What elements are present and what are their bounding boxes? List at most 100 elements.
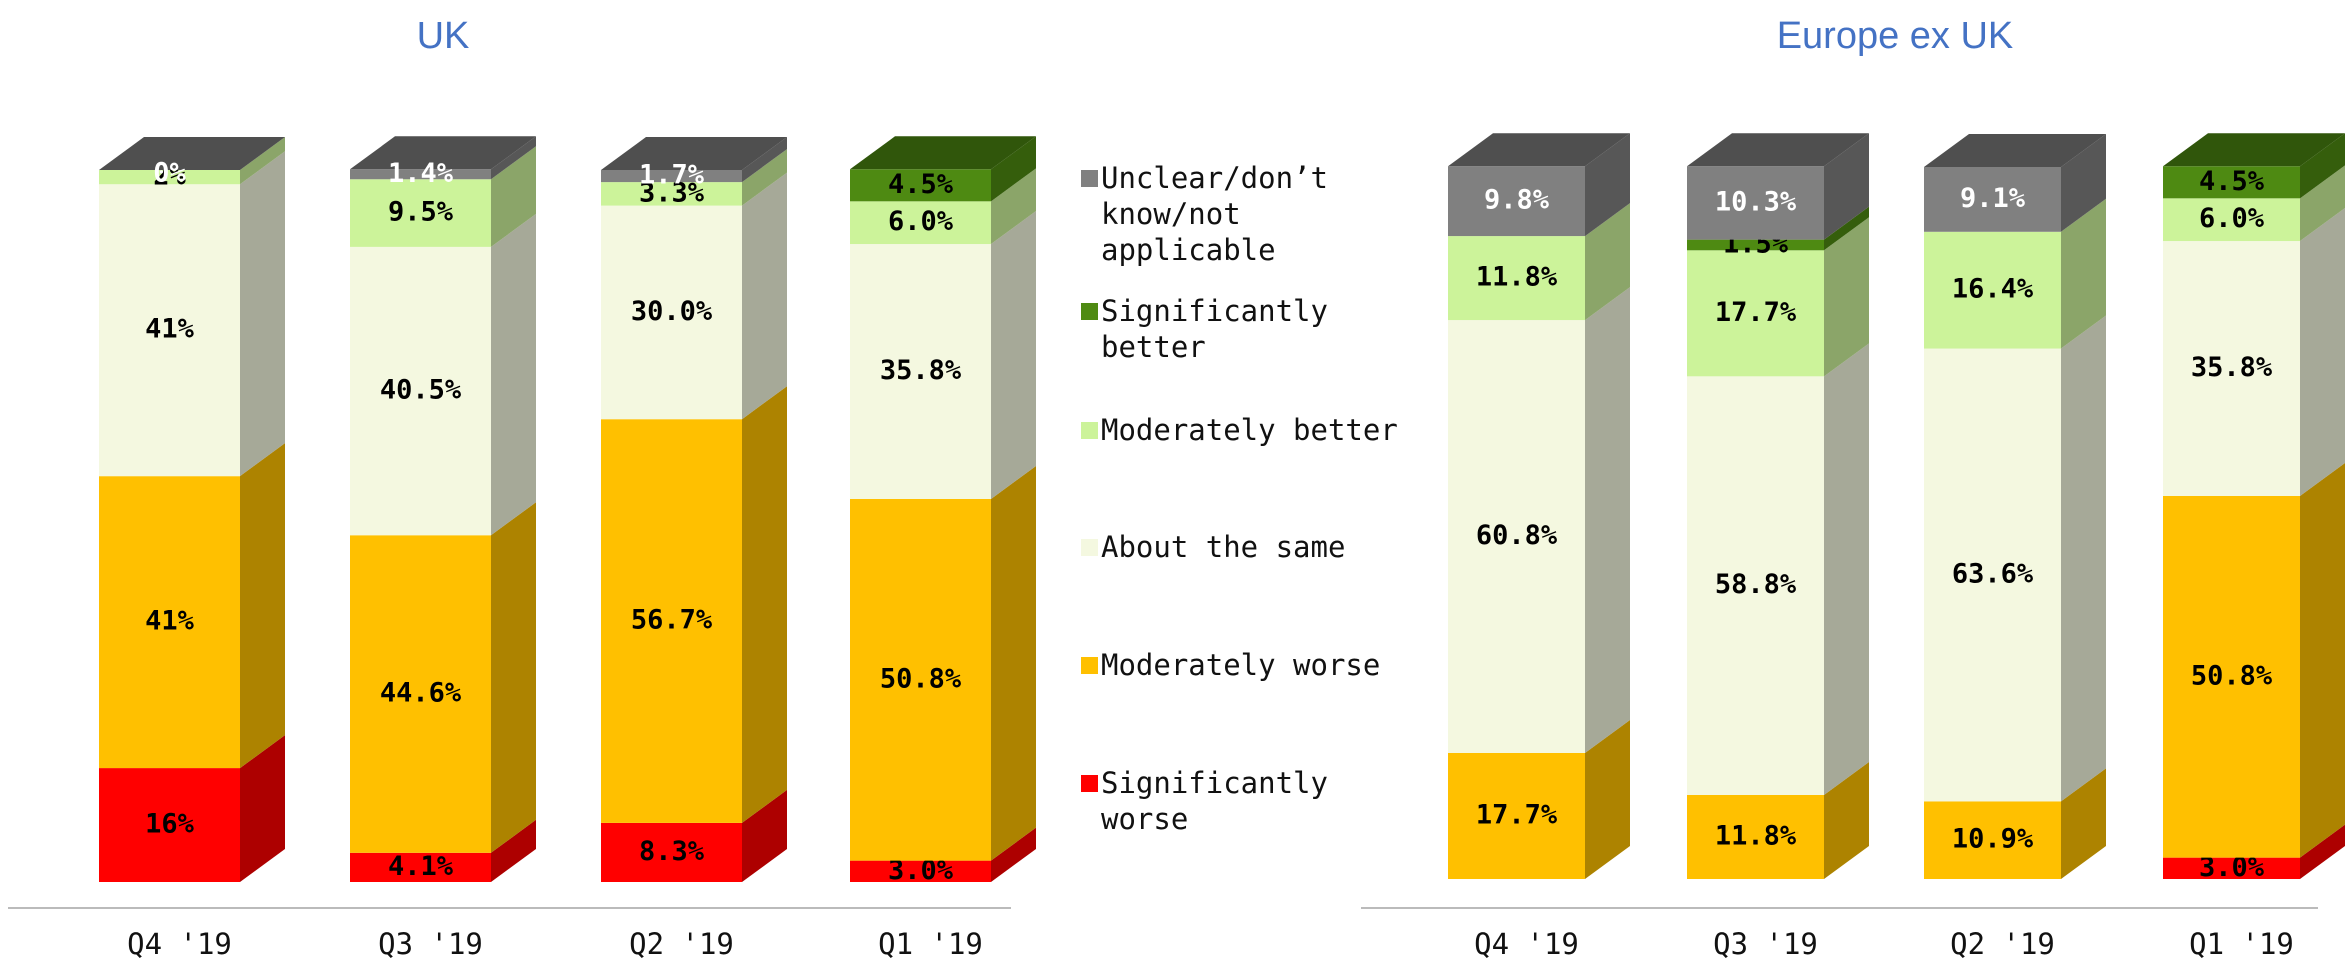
bar-side [1824, 217, 1869, 377]
data-label: 44.6% [380, 678, 462, 709]
bar-segment [601, 182, 742, 206]
bar-segment [1687, 794, 1824, 879]
x-tick-label: Q3 '19 [1713, 927, 1818, 961]
bar-top [2163, 133, 2345, 167]
bar-side [991, 827, 1036, 882]
data-label: 56.7% [631, 605, 713, 636]
bar-side [491, 136, 536, 180]
legend-swatch [1081, 170, 1098, 187]
bar-segment [350, 535, 491, 853]
legend-label: Moderately worse [1101, 648, 1381, 682]
bar-side [1585, 203, 1630, 321]
bar-segment [1687, 250, 1824, 377]
bar-top [601, 137, 787, 170]
legend-swatch [1081, 539, 1098, 556]
bar-segment [350, 179, 491, 247]
bar-side [2061, 134, 2106, 232]
bar-top [1448, 133, 1630, 167]
bar-side [1585, 133, 1630, 237]
bar-side [742, 149, 787, 206]
data-label: 10.9% [1952, 824, 2034, 855]
bar-segment [350, 852, 491, 882]
data-label: 9.1% [1960, 183, 2026, 214]
data-label: 8.3% [639, 836, 705, 867]
bar-segment [1924, 167, 2061, 232]
data-label: 16% [145, 809, 195, 840]
bar-top [99, 137, 285, 170]
legend-label: Moderately better [1101, 413, 1398, 447]
bar-side [491, 213, 536, 536]
bar-side [742, 172, 787, 420]
bar-side [2300, 133, 2345, 199]
data-label: 1.7% [639, 160, 705, 191]
data-label: 41% [145, 314, 195, 345]
data-label: 60.8% [1476, 520, 1558, 551]
data-label: 10.3% [1715, 186, 1797, 217]
data-label: 6.0% [2199, 203, 2265, 234]
bar-segment [2163, 495, 2300, 858]
legend-label: Unclear/don’t know/not applicable [1101, 161, 1328, 267]
bar-side [1585, 719, 1630, 879]
bar-top [350, 136, 536, 170]
data-label: 30.0% [631, 296, 713, 327]
bar-segment [2163, 241, 2300, 496]
bar-side [2300, 165, 2345, 242]
data-label: 63.6% [1952, 558, 2034, 589]
data-label: 17.7% [1476, 799, 1558, 830]
bar-side [240, 137, 285, 185]
bar-side [240, 443, 285, 769]
bar-segment [1687, 376, 1824, 795]
x-tick-label: Q1 '19 [2189, 927, 2294, 961]
bar-side [991, 465, 1036, 861]
data-label: 35.8% [880, 355, 962, 386]
data-label: 50.8% [2191, 660, 2273, 691]
legend-swatch [1081, 775, 1098, 792]
legend-label: Significantly better [1101, 294, 1328, 364]
bar-segment [601, 822, 742, 882]
bar-segment [2163, 198, 2300, 242]
bar-segment [99, 184, 240, 477]
bar-side [1824, 206, 1869, 251]
bar-segment [601, 205, 742, 420]
bar-segment [99, 768, 240, 882]
chart-title: UK [417, 15, 470, 57]
bar-side [742, 137, 787, 183]
data-label: 11.8% [1476, 262, 1558, 293]
bar-side [240, 151, 285, 477]
bar-segment [1448, 166, 1585, 237]
bar-side [1824, 343, 1869, 795]
bar-side [2061, 315, 2106, 802]
legend-swatch [1081, 657, 1098, 674]
data-label: 4.5% [888, 169, 954, 200]
bar-side [991, 211, 1036, 499]
bar-segment [1448, 320, 1585, 753]
data-label: 11.8% [1715, 820, 1797, 851]
bar-segment [2163, 166, 2300, 199]
bar-segment [601, 170, 742, 183]
data-label: 1.4% [388, 158, 454, 189]
bar-side [2300, 208, 2345, 496]
x-tick-label: Q2 '19 [1950, 927, 2055, 961]
x-tick-label: Q3 '19 [378, 927, 483, 961]
data-label: 4.1% [388, 851, 454, 882]
data-label: 4.5% [2199, 166, 2265, 197]
data-label: 16.4% [1952, 274, 2034, 305]
bar-side [1585, 287, 1630, 753]
bar-segment [1924, 348, 2061, 802]
bar-top [850, 136, 1036, 170]
data-label: 3.3% [639, 177, 705, 208]
chart-title: Europe ex UK [1777, 15, 2014, 57]
data-label: 9.8% [1484, 185, 1550, 216]
bar-segment [601, 419, 742, 823]
bar-segment [1924, 801, 2061, 879]
bar-side [491, 502, 536, 853]
bar-side [2300, 462, 2345, 858]
bar-segment [1448, 236, 1585, 321]
bar-side [2061, 198, 2106, 349]
x-tick-label: Q4 '19 [127, 927, 232, 961]
bar-side [491, 146, 536, 247]
bar-segment [850, 498, 991, 861]
bar-segment [350, 169, 491, 180]
